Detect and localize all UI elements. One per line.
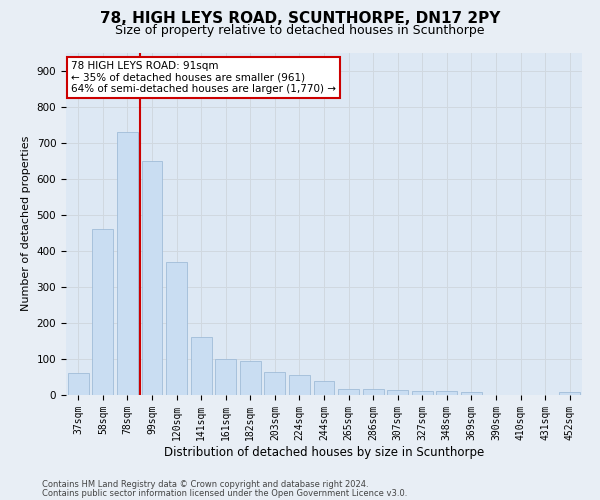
Bar <box>461 392 482 395</box>
Bar <box>289 375 310 395</box>
Text: 78, HIGH LEYS ROAD, SCUNTHORPE, DN17 2PY: 78, HIGH LEYS ROAD, SCUNTHORPE, DN17 2PY <box>100 11 500 26</box>
Bar <box>68 374 89 395</box>
Bar <box>191 338 212 395</box>
X-axis label: Distribution of detached houses by size in Scunthorpe: Distribution of detached houses by size … <box>164 446 484 458</box>
Bar <box>559 392 580 395</box>
Text: Contains public sector information licensed under the Open Government Licence v3: Contains public sector information licen… <box>42 488 407 498</box>
Y-axis label: Number of detached properties: Number of detached properties <box>21 136 31 312</box>
Bar <box>265 372 286 395</box>
Bar <box>436 392 457 395</box>
Text: Size of property relative to detached houses in Scunthorpe: Size of property relative to detached ho… <box>115 24 485 37</box>
Bar <box>314 380 334 395</box>
Bar <box>338 388 359 395</box>
Bar <box>387 390 408 395</box>
Bar <box>240 361 261 395</box>
Bar <box>362 388 383 395</box>
Bar <box>117 132 138 395</box>
Bar <box>142 160 163 395</box>
Bar <box>92 229 113 395</box>
Bar <box>412 390 433 395</box>
Bar <box>215 359 236 395</box>
Text: Contains HM Land Registry data © Crown copyright and database right 2024.: Contains HM Land Registry data © Crown c… <box>42 480 368 489</box>
Bar <box>166 262 187 395</box>
Text: 78 HIGH LEYS ROAD: 91sqm
← 35% of detached houses are smaller (961)
64% of semi-: 78 HIGH LEYS ROAD: 91sqm ← 35% of detach… <box>71 61 336 94</box>
